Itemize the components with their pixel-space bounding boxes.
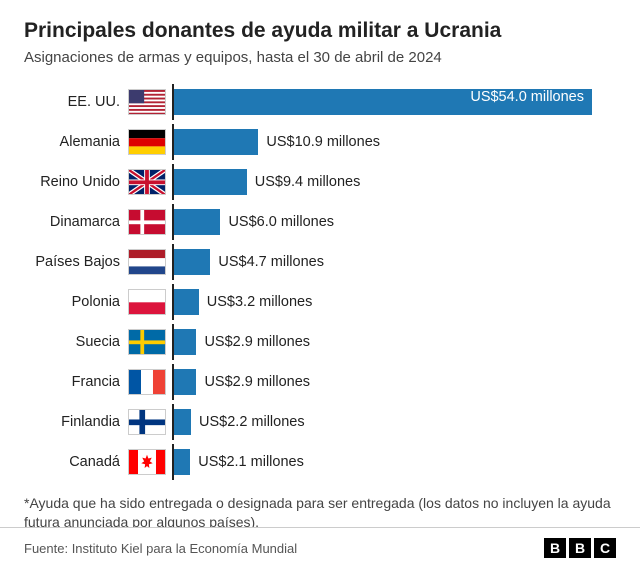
bar (174, 169, 247, 195)
bar-chart: EE. UU. US$54.0 millones Alemania US$10.9 m… (24, 84, 616, 480)
country-label: EE. UU. (24, 94, 128, 110)
country-label: Canadá (24, 454, 128, 470)
bar (174, 409, 191, 435)
country-label: Polonia (24, 294, 128, 310)
flag-icon (128, 249, 166, 275)
flag-icon (128, 89, 166, 115)
flag-icon (128, 169, 166, 195)
bar (174, 129, 258, 155)
value-label: US$6.0 millones (228, 214, 334, 230)
chart-row: Alemania US$10.9 millones (24, 124, 616, 160)
bbc-logo: BBC (544, 538, 616, 558)
bar-area: US$10.9 millones (174, 124, 616, 160)
bar (174, 209, 220, 235)
bar-area: US$2.9 millones (174, 364, 616, 400)
chart-row: Finlandia US$2.2 millones (24, 404, 616, 440)
chart-row: Suecia US$2.9 millones (24, 324, 616, 360)
flag-icon (128, 449, 166, 475)
bar-area: US$2.9 millones (174, 324, 616, 360)
bbc-logo-letter: C (594, 538, 616, 558)
country-label: Suecia (24, 334, 128, 350)
value-label: US$2.2 millones (199, 414, 305, 430)
chart-title: Principales donantes de ayuda militar a … (24, 18, 616, 43)
bar (174, 249, 210, 275)
country-label: Dinamarca (24, 214, 128, 230)
bar (174, 369, 196, 395)
flag-icon (128, 129, 166, 155)
bbc-logo-letter: B (544, 538, 566, 558)
value-label: US$10.9 millones (266, 134, 380, 150)
country-label: Países Bajos (24, 254, 128, 270)
flag-icon (128, 409, 166, 435)
value-label: US$54.0 millones (470, 89, 584, 105)
value-label: US$2.9 millones (204, 374, 310, 390)
flag-icon (128, 209, 166, 235)
flag-icon (128, 369, 166, 395)
chart-subtitle: Asignaciones de armas y equipos, hasta e… (24, 49, 616, 66)
chart-row: Polonia US$3.2 millones (24, 284, 616, 320)
chart-row: EE. UU. US$54.0 millones (24, 84, 616, 120)
value-label: US$2.1 millones (198, 454, 304, 470)
source-text: Fuente: Instituto Kiel para la Economía … (24, 541, 297, 556)
country-label: Alemania (24, 134, 128, 150)
chart-row: Dinamarca US$6.0 millones (24, 204, 616, 240)
bar (174, 449, 190, 475)
bar (174, 289, 199, 315)
country-label: Finlandia (24, 414, 128, 430)
chart-row: Reino Unido US$9.4 millones (24, 164, 616, 200)
bar-area: US$9.4 millones (174, 164, 616, 200)
bar-area: US$3.2 millones (174, 284, 616, 320)
country-label: Reino Unido (24, 174, 128, 190)
value-label: US$2.9 millones (204, 334, 310, 350)
chart-footer: Fuente: Instituto Kiel para la Economía … (0, 527, 640, 570)
country-label: Francia (24, 374, 128, 390)
chart-row: Francia US$2.9 millones (24, 364, 616, 400)
value-label: US$9.4 millones (255, 174, 361, 190)
flag-icon (128, 329, 166, 355)
bar-area: US$54.0 millones (174, 84, 616, 120)
flag-icon (128, 289, 166, 315)
bar-area: US$6.0 millones (174, 204, 616, 240)
bar: US$54.0 millones (174, 89, 592, 115)
bar (174, 329, 196, 355)
value-label: US$3.2 millones (207, 294, 313, 310)
bbc-logo-letter: B (569, 538, 591, 558)
chart-row: Canadá US$2.1 millones (24, 444, 616, 480)
bar-area: US$4.7 millones (174, 244, 616, 280)
bar-area: US$2.1 millones (174, 444, 616, 480)
chart-row: Países Bajos US$4.7 millones (24, 244, 616, 280)
bar-area: US$2.2 millones (174, 404, 616, 440)
value-label: US$4.7 millones (218, 254, 324, 270)
